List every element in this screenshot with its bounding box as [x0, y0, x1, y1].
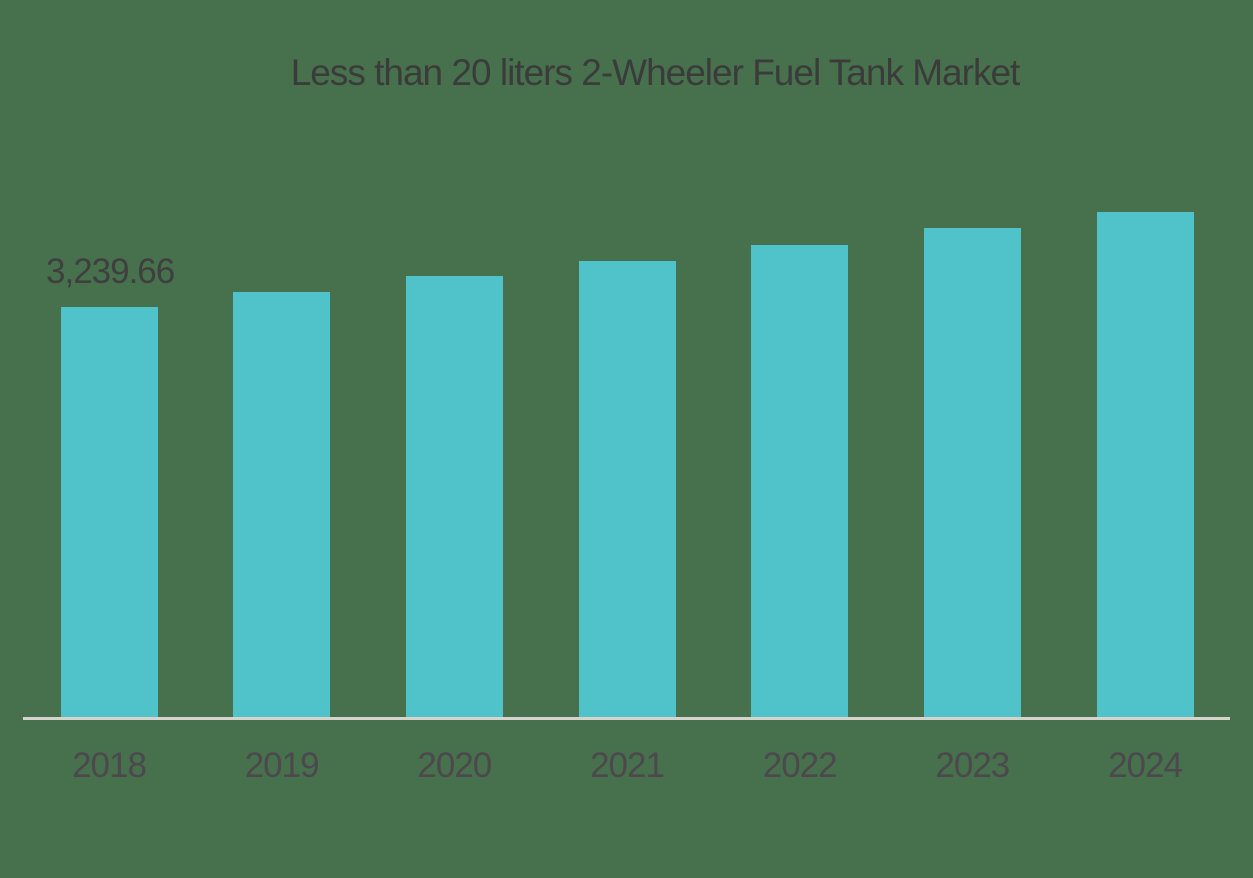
- x-tick-label-2024: 2024: [1108, 746, 1183, 785]
- bar-2022: [751, 245, 849, 718]
- first-bar-value-label: 3,239.66: [46, 252, 175, 291]
- bar-2021: [578, 261, 676, 718]
- x-tick-label-2021: 2021: [590, 746, 665, 785]
- x-tick-label-2023: 2023: [935, 746, 1010, 785]
- bar-2019: [233, 292, 331, 718]
- x-tick-label-2018: 2018: [72, 746, 147, 785]
- bar-2024: [1096, 212, 1194, 718]
- bar-2020: [405, 276, 503, 718]
- x-axis-line: [23, 717, 1230, 720]
- x-tick-label-2020: 2020: [417, 746, 492, 785]
- x-tick-label-2019: 2019: [244, 746, 320, 785]
- bar-2018: [60, 307, 158, 718]
- chart-title: Less than 20 liters 2-Wheeler Fuel Tank …: [290, 52, 1021, 93]
- x-tick-label-2022: 2022: [762, 746, 838, 785]
- bar-2023: [923, 228, 1021, 718]
